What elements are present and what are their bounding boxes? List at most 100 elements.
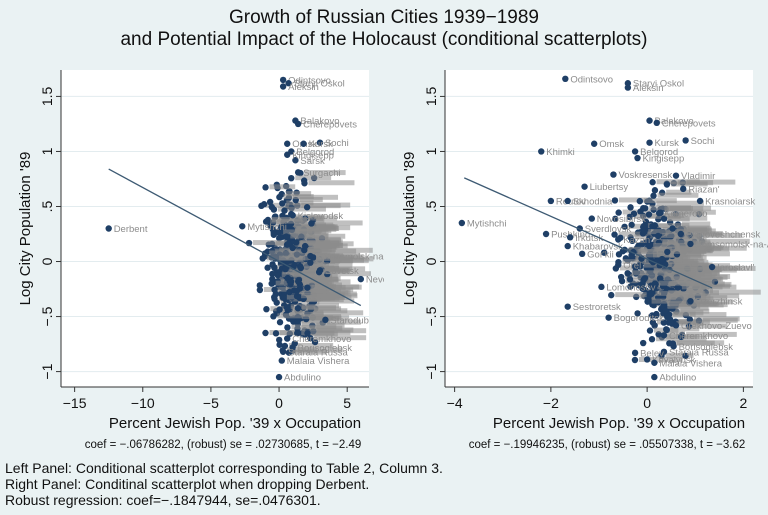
cloud-label-smear [689, 312, 727, 318]
cloud-label-smear [314, 335, 367, 341]
data-point-label: Skhodnia [573, 196, 613, 207]
data-point-label: Odintsovo [288, 75, 331, 86]
data-point [271, 264, 278, 271]
data-point-label: Kingisepp [643, 154, 685, 165]
data-point [696, 197, 704, 205]
data-point [271, 293, 278, 301]
data-point-label: Komsomolsk-na-Amure [315, 252, 384, 263]
data-point [624, 80, 632, 87]
data-point [276, 306, 283, 313]
y-tick-label: −1 [39, 363, 55, 379]
data-point [289, 212, 296, 219]
data-point [645, 211, 653, 218]
y-tick-label: 0 [39, 257, 55, 265]
data-point [270, 313, 277, 320]
cloud-label-smear [671, 276, 722, 282]
data-point-label: Balakovo [655, 116, 694, 127]
cloud-label-smear [676, 340, 715, 346]
data-point-label: Khimki [546, 147, 575, 158]
data-point [656, 275, 664, 282]
point-cloud [245, 169, 374, 356]
data-point [639, 280, 646, 287]
data-point [564, 242, 571, 250]
data-point [293, 293, 301, 300]
data-point [648, 290, 655, 298]
data-point-label: Lomonosov [606, 282, 655, 293]
data-point [653, 119, 660, 127]
data-point-label: Gor'kii [587, 249, 614, 260]
cloud-label-smear [693, 316, 740, 322]
data-point-label: Kursk [309, 139, 334, 150]
cloud-label-smear [637, 249, 663, 255]
y-tick-label: −.5 [39, 306, 55, 326]
data-point [634, 154, 641, 162]
data-point-label: Abdulino [284, 373, 321, 384]
cloud-label-smear [693, 299, 734, 305]
cloud-label-smear [282, 269, 330, 275]
cloud-label-smear [665, 352, 694, 358]
cloud-label-smear [283, 194, 314, 200]
data-point [682, 137, 689, 144]
data-point [458, 219, 466, 227]
data-point-label: Sovetsk [325, 266, 359, 277]
data-point [666, 316, 674, 323]
cloud-label-smear [269, 184, 296, 190]
data-point-label: Belgorod [296, 147, 334, 158]
cloud-label-smear [309, 215, 338, 221]
data-point [301, 242, 309, 250]
data-point [636, 197, 644, 205]
data-point-label: Dzerzhinsk [695, 297, 742, 308]
y-tick-label: 0 [423, 257, 439, 265]
data-point [646, 139, 653, 146]
data-point [674, 284, 682, 291]
data-point [281, 207, 288, 214]
note-left-panel: Left Panel: Conditional scatterplot corr… [5, 460, 443, 476]
data-point [322, 316, 329, 324]
cloud-label-smear [265, 202, 290, 208]
data-point [260, 201, 268, 208]
data-point [636, 262, 644, 269]
data-point [640, 223, 647, 231]
data-point [655, 209, 663, 217]
y-tick-label: −1 [423, 363, 439, 379]
cloud-label-smear [269, 250, 300, 256]
cloud-label-smear [635, 252, 673, 258]
data-point-label: Aleksin [288, 82, 319, 93]
data-point-label: Staraia Russa [669, 347, 729, 358]
data-point [630, 210, 638, 217]
data-point [294, 278, 302, 285]
data-point [287, 278, 295, 285]
data-point [650, 192, 657, 199]
x-tick-label: −2 [543, 395, 559, 411]
data-point [357, 275, 365, 283]
data-point [611, 231, 618, 238]
data-point [294, 120, 302, 128]
data-point-label: Cheremkhovo [292, 334, 351, 345]
cloud-label-smear [638, 357, 683, 363]
cloud-label-smear [622, 209, 651, 215]
data-point-label: Kemerovo [664, 209, 707, 220]
x-tick-label: 2 [739, 395, 747, 411]
data-point [239, 223, 246, 230]
data-point [275, 373, 283, 381]
y-axis-title: Log City Population '89 [401, 152, 418, 306]
data-point [615, 236, 622, 243]
data-point [279, 76, 287, 84]
data-point [687, 240, 694, 248]
data-point-label: Sochi [325, 138, 349, 149]
cloud-label-smear [667, 293, 711, 299]
data-point [646, 327, 654, 334]
cloud-label-smear [292, 349, 327, 355]
data-point [682, 352, 689, 360]
cloud-label-smear [304, 170, 346, 176]
data-point-label: Bogoroditsk [614, 313, 664, 324]
cloud-label-smear [656, 200, 704, 206]
data-point [294, 305, 302, 312]
cloud-label-smear [698, 238, 750, 244]
data-point [643, 356, 651, 363]
data-point [277, 234, 284, 241]
cloud-label-smear [654, 246, 705, 252]
data-point [708, 263, 716, 271]
data-point [308, 220, 315, 227]
